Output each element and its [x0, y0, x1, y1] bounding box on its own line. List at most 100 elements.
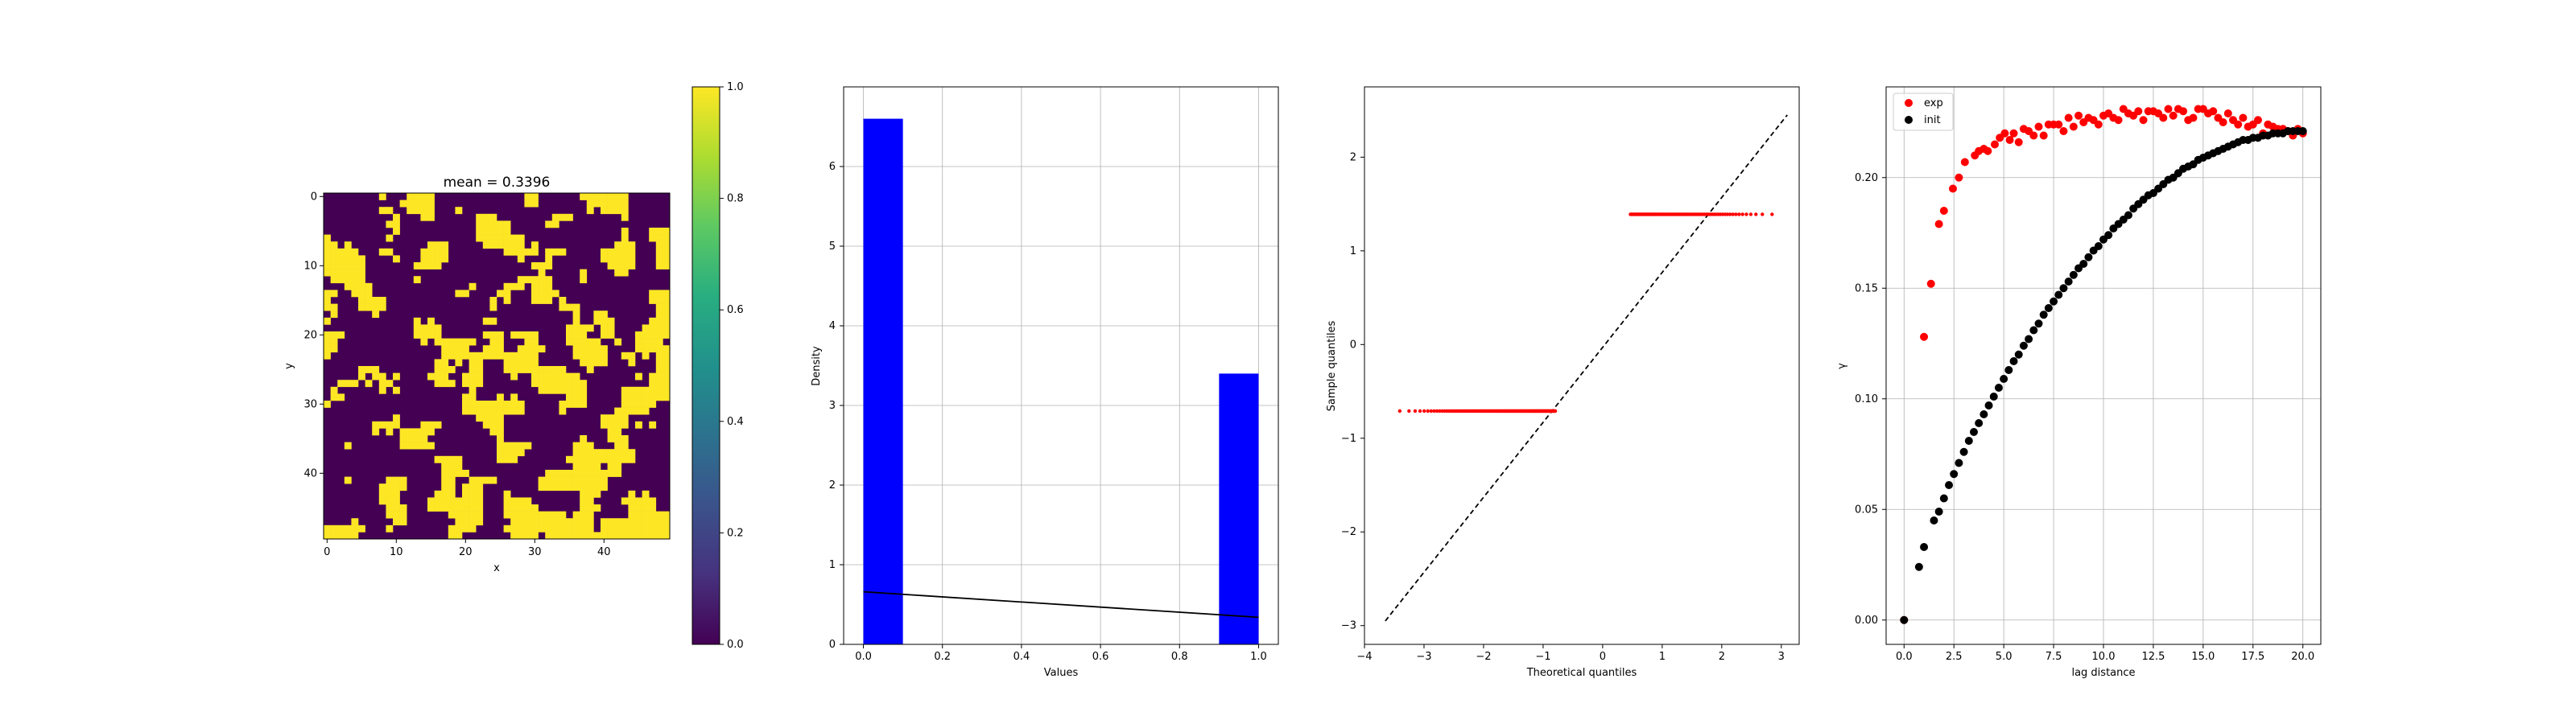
heatmap-cell [510, 366, 518, 373]
heatmap-cell [531, 372, 539, 381]
heatmap-cell [510, 511, 518, 519]
variogram-point-exp [1926, 279, 1935, 288]
heatmap-cell [580, 490, 588, 498]
qq-x-tick-label: −4 [1356, 651, 1372, 663]
heatmap-cell [482, 345, 490, 353]
heatmap-cell [663, 324, 671, 332]
heatmap-cell [649, 504, 657, 512]
heatmap-cell [607, 324, 615, 332]
heatmap-cell [551, 290, 559, 298]
heatmap-cell [427, 207, 435, 215]
variogram-point-init [2084, 253, 2093, 261]
heatmap-cell [614, 269, 622, 277]
heatmap-cell [572, 380, 580, 388]
heatmap-cell [330, 241, 338, 249]
heatmap-cell [586, 504, 594, 512]
heatmap-cell [510, 407, 518, 415]
heatmap-cell [601, 248, 608, 256]
heatmap-cell [614, 255, 622, 263]
heatmap-cell [434, 372, 442, 381]
heatmap-cell [628, 449, 636, 457]
heatmap-cell [386, 504, 394, 512]
heatmap-cell [324, 338, 331, 346]
variogram-x-tick-label: 0.0 [1896, 651, 1913, 663]
heatmap-cell [441, 345, 449, 353]
heatmap-cell [642, 518, 650, 526]
heatmap-cell [441, 248, 449, 256]
heatmap-cell [344, 276, 352, 284]
heatmap-cell [476, 518, 484, 526]
heatmap-cell [393, 228, 400, 235]
heatmap-cell [420, 213, 428, 221]
heatmap-cell [663, 262, 671, 269]
heatmap-cell [580, 518, 588, 526]
heatmap-cell [434, 380, 442, 388]
variogram-point-exp [2164, 105, 2173, 113]
heatmap-cell [649, 228, 657, 235]
heatmap-cell [420, 442, 428, 450]
heatmap-cell [503, 449, 511, 457]
heatmap-cell [462, 380, 469, 388]
heatmap-cell [441, 366, 449, 373]
heatmap-cell [607, 193, 615, 200]
heatmap-cell [386, 490, 394, 498]
heatmap-x-tick-label: 30 [528, 546, 542, 558]
heatmap-cell [337, 262, 345, 269]
heatmap-cell [462, 504, 469, 512]
heatmap-cell [351, 518, 359, 526]
variogram-x-label: lag distance [2071, 667, 2135, 679]
colorbar-tick-label: 0.4 [727, 416, 744, 428]
qq-reference-line [1385, 114, 1788, 622]
heatmap-cell [566, 386, 573, 394]
heatmap-cell [649, 393, 657, 401]
heatmap-cell [441, 463, 449, 471]
heatmap-cell [482, 317, 490, 325]
heatmap-cell [580, 401, 588, 408]
heatmap-cell [663, 311, 671, 319]
heatmap-cell [580, 345, 588, 353]
heatmap-cell [441, 255, 449, 263]
variogram-point-exp [2134, 107, 2143, 116]
heatmap-cell [601, 255, 608, 263]
heatmap-cell [586, 324, 594, 332]
heatmap-cell [621, 248, 629, 256]
heatmap-cell [455, 518, 463, 526]
heatmap-cell [510, 241, 518, 249]
variogram-y-tick-label: 0.05 [1855, 504, 1878, 516]
heatmap-x-tick-label: 40 [597, 546, 611, 558]
qq-point [1737, 212, 1741, 216]
variogram-grid [1886, 87, 2321, 644]
heatmap-cell [510, 331, 518, 339]
heatmap-cell [531, 200, 539, 208]
heatmap-cell [517, 234, 525, 242]
heatmap-cell [655, 352, 663, 360]
heatmap-cell [551, 524, 559, 533]
heatmap-cell [621, 200, 629, 208]
heatmap-cell [469, 401, 477, 408]
heatmap-cell [324, 532, 331, 540]
heatmap-cell [510, 449, 518, 457]
heatmap-cell [538, 524, 546, 533]
heatmap-cell [593, 200, 601, 208]
variogram-point-exp [2209, 107, 2218, 116]
heatmap-cell [455, 207, 463, 215]
heatmap-cell [538, 290, 546, 298]
heatmap-cell [462, 345, 469, 353]
heatmap-cell [503, 504, 511, 512]
heatmap-cell [476, 352, 484, 360]
heatmap-cell [655, 338, 663, 346]
qq-point [1748, 212, 1753, 216]
heatmap-cell [358, 269, 365, 277]
heatmap-cell [517, 331, 525, 339]
heatmap-cell [628, 352, 636, 360]
heatmap-cell [572, 331, 580, 339]
heatmap-cell [434, 504, 442, 512]
qq-point [1429, 409, 1434, 413]
heatmap-cell [572, 338, 580, 346]
heatmap-cell [489, 401, 497, 408]
heatmap-cell [649, 297, 657, 304]
legend-init-label: init [1924, 114, 1941, 126]
heatmap-cell [649, 338, 657, 346]
heatmap-cell [503, 241, 511, 249]
heatmap-cell [351, 262, 359, 269]
